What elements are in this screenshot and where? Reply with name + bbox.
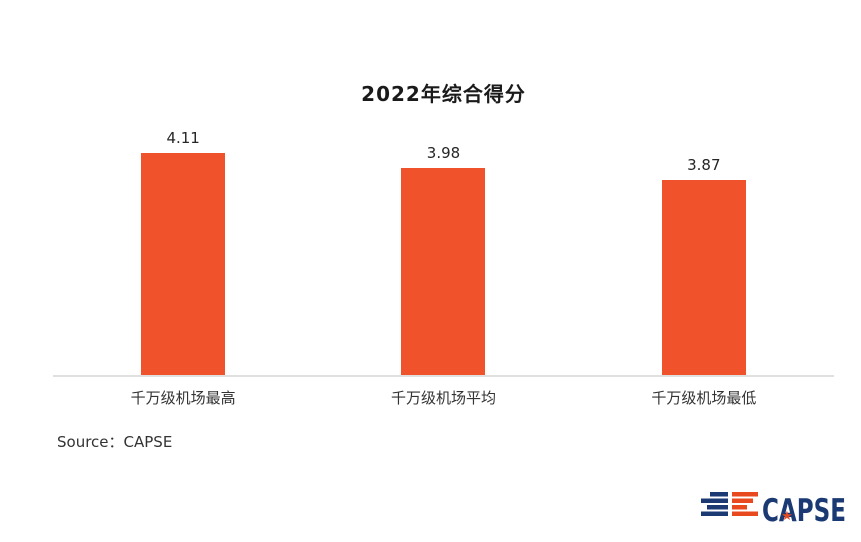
bar-value-label: 4.11 <box>166 129 200 147</box>
bar-group: 4.11 <box>53 127 313 375</box>
x-axis-label: 千万级机场平均 <box>390 389 496 407</box>
capse-logo: CAPSE ★ <box>698 487 848 529</box>
bar <box>401 168 486 375</box>
logo-speed-lines-icon <box>701 492 728 516</box>
bar <box>141 153 226 375</box>
bar-group: 3.87 <box>574 127 834 375</box>
logo-e-bars-icon <box>732 492 758 516</box>
bar-value-label: 3.98 <box>426 144 461 162</box>
capse-logo-graphic: CAPSE ★ <box>701 492 846 529</box>
plot-area: 4.11 3.98 3.87 <box>53 127 834 375</box>
x-axis-labels: 千万级机场最高 千万级机场平均 千万级机场最低 <box>53 387 834 408</box>
bar-value-label: 3.87 <box>687 156 721 174</box>
bar <box>661 180 746 375</box>
bar-group: 3.98 <box>313 127 573 375</box>
x-axis-label: 千万级机场最低 <box>651 389 757 407</box>
x-axis-label: 千万级机场最高 <box>130 389 236 407</box>
chart-title: 2022年综合得分 <box>361 82 526 106</box>
capse-logo-text: CAPSE <box>762 493 846 527</box>
logo-star-icon: ★ <box>781 509 793 524</box>
x-axis-line <box>53 375 834 377</box>
source-note: Source：CAPSE <box>57 433 173 451</box>
